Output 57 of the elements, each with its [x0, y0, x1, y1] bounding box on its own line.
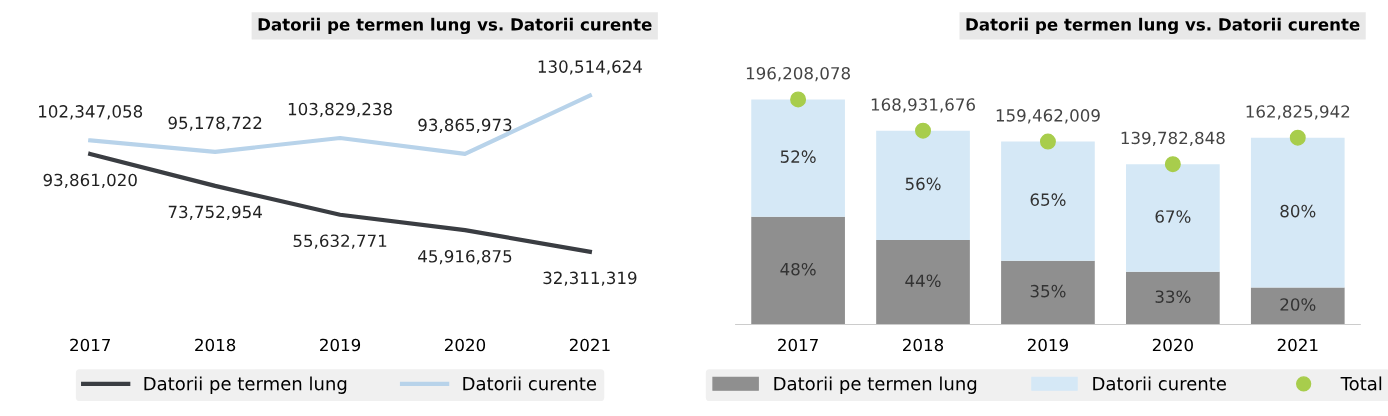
data-label: 45,916,875 [418, 249, 512, 265]
annotation: 52% [780, 150, 816, 163]
x-tick-label: 2019 [320, 338, 361, 352]
text: Datorii pe termen lung vs. Datorii curente [966, 17, 1360, 35]
data-label: 139,782,848 [1121, 131, 1225, 146]
data-label: 168,931,676 [871, 98, 975, 113]
bar [1250, 287, 1345, 325]
legend-label: Datorii curente [463, 376, 597, 391]
legend-label: Datorii pe termen lung [144, 376, 347, 394]
chart-title: Datorii pe termen lung vs. Datorii curente [258, 17, 652, 35]
point [915, 122, 931, 139]
x-tick-label: 2017 [70, 338, 110, 352]
point [1039, 133, 1056, 150]
annotation: 67% [1155, 210, 1191, 223]
data-label: 93,861,020 [43, 173, 137, 188]
data-label: 162,825,942 [1246, 105, 1350, 120]
data-label: 159,462,009 [996, 109, 1100, 124]
data-label: 103,829,238 [288, 102, 392, 118]
x-tick-label: 2020 [1152, 338, 1193, 352]
data-label: 55,632,771 [293, 234, 387, 249]
annotation: 56% [905, 177, 941, 191]
bar [1250, 137, 1345, 288]
annotation: 33% [1155, 290, 1191, 303]
x-tick-label: 2020 [444, 338, 486, 352]
data-label: 32,311,319 [543, 271, 637, 286]
x-tick-label: 2021 [1277, 338, 1318, 352]
legend-label: Total [1340, 376, 1382, 391]
bar [1001, 141, 1095, 261]
bar [1126, 271, 1220, 325]
annotation: 44% [905, 274, 941, 288]
x-tick-label: 2017 [778, 338, 818, 352]
data-label: 93,865,973 [418, 118, 512, 133]
data-label: 196,208,078 [746, 66, 850, 82]
x-tick-label: 2018 [195, 338, 236, 352]
point [1164, 156, 1181, 173]
annotation: 20% [1280, 298, 1316, 311]
bar [876, 130, 970, 240]
x-tick-label: 2021 [569, 338, 610, 352]
bar [751, 99, 845, 217]
legend-label: Datorii pe termen lung [774, 376, 977, 394]
data-label: 95,178,722 [168, 116, 262, 131]
bar [1001, 260, 1095, 325]
data-label: 73,752,954 [168, 205, 262, 220]
point [790, 91, 807, 108]
annotation: 35% [1030, 284, 1066, 298]
x-tick-label: 2019 [1027, 338, 1068, 352]
annotation: 65% [1030, 193, 1066, 206]
legend-label: Datorii curente [1093, 376, 1226, 391]
data-label: 130,514,624 [538, 60, 642, 75]
bar [751, 216, 845, 325]
point [1289, 129, 1306, 146]
data-label: 102,347,058 [39, 105, 143, 120]
annotation: 48% [780, 262, 816, 276]
annotation: 80% [1280, 204, 1316, 218]
bar [1126, 164, 1220, 272]
bar [876, 239, 970, 325]
x-tick-label: 2018 [903, 338, 944, 352]
